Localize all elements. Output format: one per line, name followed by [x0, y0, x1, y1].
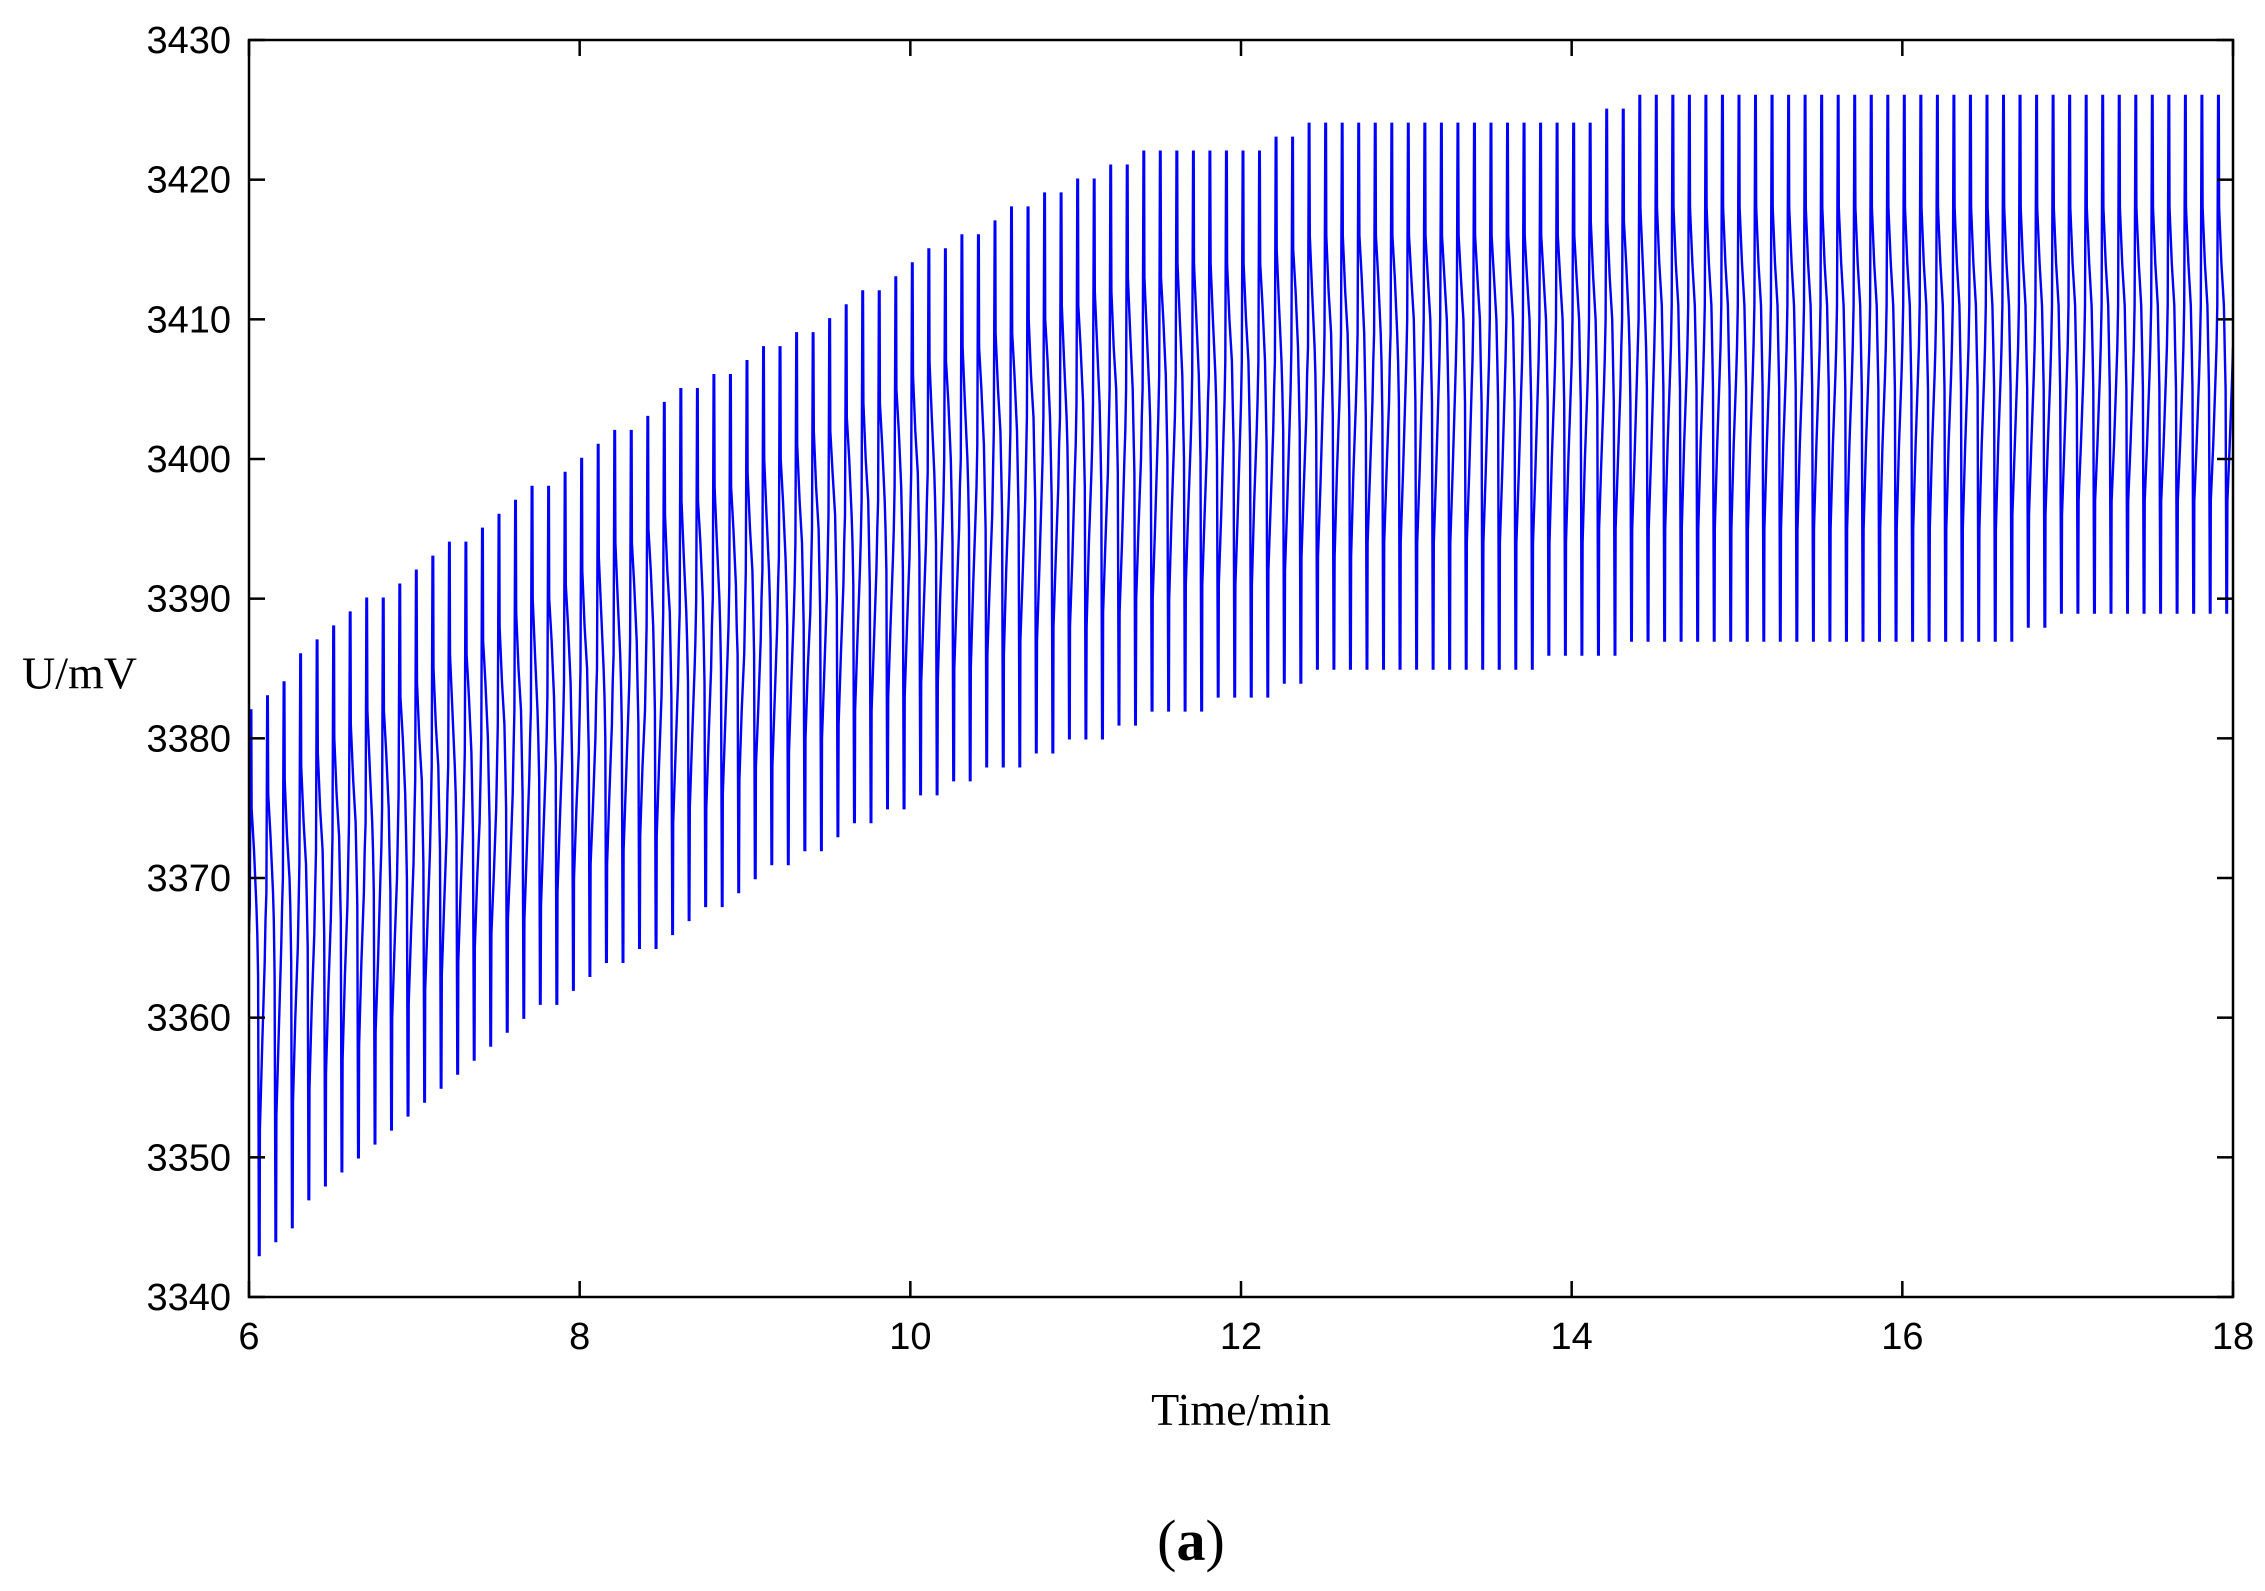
- plot-area: [249, 94, 2233, 1257]
- y-tick-label: 3350: [146, 1137, 231, 1179]
- y-tick-label: 3380: [146, 718, 231, 760]
- y-tick-label: 3430: [146, 20, 231, 62]
- x-tick-label: 12: [1220, 1316, 1262, 1358]
- y-tick-label: 3360: [146, 998, 231, 1040]
- y-tick-label: 3400: [146, 439, 231, 481]
- panel-label-open: (: [1157, 1508, 1176, 1573]
- x-tick-label: 14: [1551, 1316, 1593, 1358]
- x-tick-label: 10: [889, 1316, 931, 1358]
- series-line-voltage: [249, 94, 2233, 1257]
- panel-label: (a): [1157, 1508, 1225, 1573]
- y-axis-title: U/mV: [22, 648, 137, 699]
- y-tick-label: 3370: [146, 858, 231, 900]
- x-axis-title: Time/min: [1151, 1384, 1331, 1435]
- x-axis-ticks: 6 8 10 12 14 16 18: [238, 40, 2254, 1358]
- series-layer: [249, 94, 2233, 1257]
- y-axis-ticks: 3340 3350 3360 3370 3380 3390 3400 3410 3420 3430: [146, 20, 2233, 1319]
- x-tick-label: 6: [238, 1316, 259, 1358]
- x-tick-label: 16: [1881, 1316, 1923, 1358]
- panel-label-letter: a: [1177, 1508, 1206, 1573]
- y-tick-label: 3420: [146, 160, 231, 202]
- panel-label-close: ): [1206, 1508, 1225, 1573]
- y-tick-label: 3390: [146, 579, 231, 621]
- y-tick-label: 3340: [146, 1277, 231, 1319]
- y-tick-label: 3410: [146, 299, 231, 341]
- x-tick-label: 18: [2212, 1316, 2254, 1358]
- x-tick-label: 8: [569, 1316, 590, 1358]
